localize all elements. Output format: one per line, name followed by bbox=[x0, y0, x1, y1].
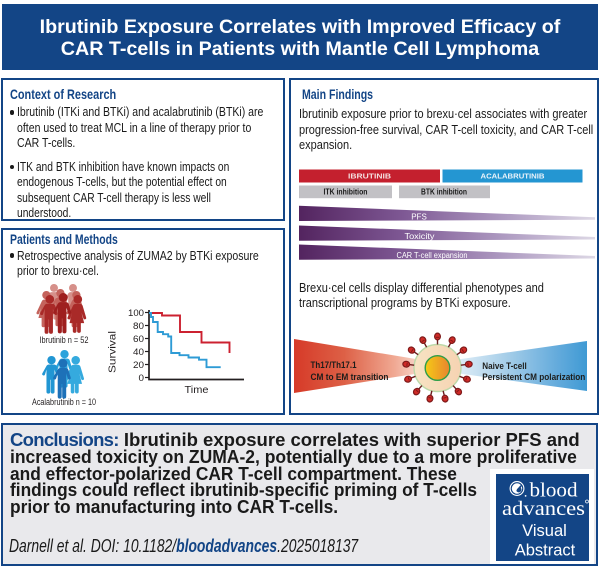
svg-text:40: 40 bbox=[133, 347, 144, 358]
svg-text:60: 60 bbox=[133, 334, 144, 345]
svg-text:CM to EM transition: CM to EM transition bbox=[311, 372, 389, 382]
svg-text:Acalabrutinib n = 10: Acalabrutinib n = 10 bbox=[32, 397, 96, 407]
svg-text:advances: advances bbox=[502, 498, 585, 520]
svg-text:Th17/Th17.1: Th17/Th17.1 bbox=[311, 360, 357, 370]
svg-text:Naive T-cell: Naive T-cell bbox=[482, 361, 527, 371]
svg-text:Visual: Visual bbox=[522, 522, 567, 540]
svg-text:80: 80 bbox=[133, 321, 144, 332]
svg-text:0: 0 bbox=[139, 373, 145, 384]
svg-text:Persistent CM polarization: Persistent CM polarization bbox=[482, 372, 585, 382]
svg-text:ACALABRUTINIB: ACALABRUTINIB bbox=[481, 172, 545, 181]
svg-text:BTK inhibition: BTK inhibition bbox=[421, 188, 467, 197]
svg-text:100: 100 bbox=[128, 308, 144, 319]
svg-text:ITK inhibition: ITK inhibition bbox=[324, 188, 368, 197]
svg-text:20: 20 bbox=[133, 360, 144, 371]
svg-text:Toxicity: Toxicity bbox=[405, 232, 435, 241]
svg-text:Survival: Survival bbox=[108, 331, 119, 373]
svg-text:Abstract: Abstract bbox=[515, 541, 576, 559]
svg-text:IBRUTINIB: IBRUTINIB bbox=[348, 172, 391, 181]
svg-text:CAR T-cell expansion: CAR T-cell expansion bbox=[397, 251, 468, 260]
svg-text:PFS: PFS bbox=[411, 213, 427, 222]
svg-text:blood: blood bbox=[530, 480, 578, 502]
svg-text:Time: Time bbox=[185, 385, 210, 396]
svg-text:Ibrutinib n = 52: Ibrutinib n = 52 bbox=[40, 335, 89, 345]
